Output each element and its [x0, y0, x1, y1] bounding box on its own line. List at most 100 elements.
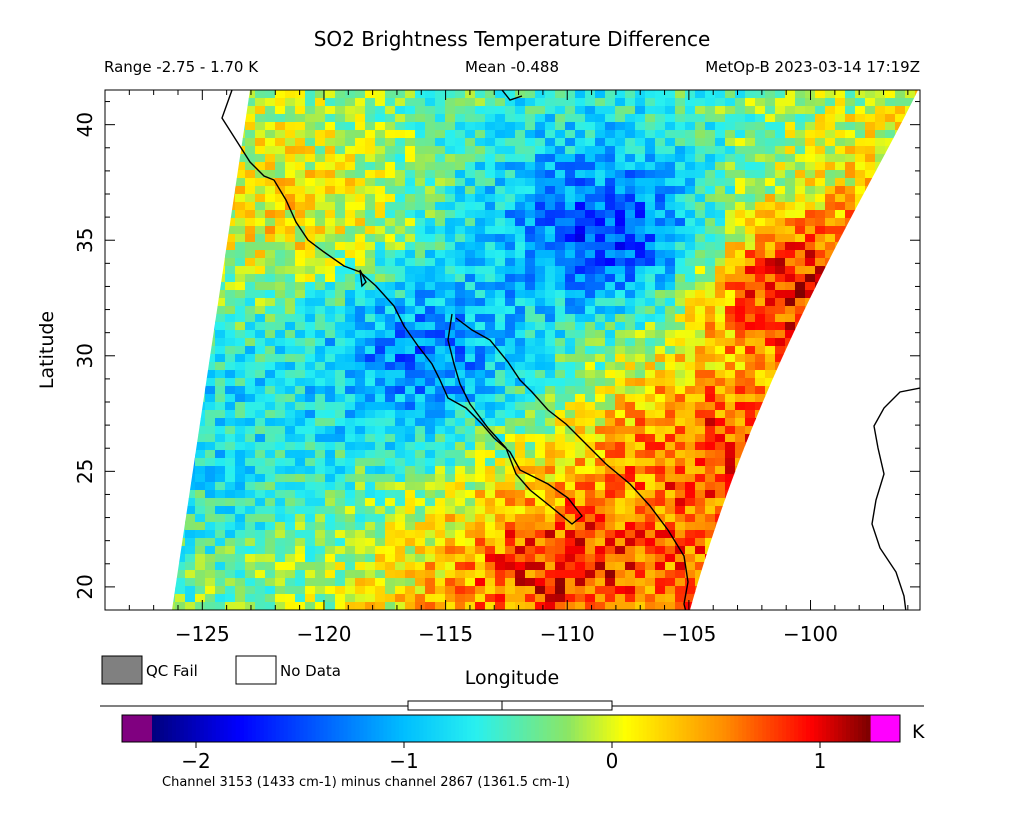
heat-cell — [505, 130, 516, 139]
heat-cell — [515, 330, 526, 339]
heat-cell — [325, 362, 336, 371]
heat-cell — [755, 98, 766, 107]
heat-cell — [585, 146, 596, 155]
heat-cell — [235, 274, 246, 283]
heat-cell — [395, 162, 406, 171]
heat-cell — [465, 418, 476, 427]
heat-cell — [495, 154, 506, 163]
heat-cell — [255, 482, 266, 491]
heat-cell — [645, 298, 656, 307]
heat-cell — [555, 226, 566, 235]
heat-cell — [225, 466, 236, 475]
heat-cell — [535, 410, 546, 419]
heat-cell — [275, 418, 286, 427]
heat-cell — [245, 162, 256, 171]
heat-cell — [435, 90, 446, 99]
heat-cell — [405, 242, 416, 251]
heat-cell — [505, 378, 516, 387]
heat-cell — [555, 202, 566, 211]
heat-cell — [635, 162, 646, 171]
heat-cell — [415, 194, 426, 203]
heat-cell — [465, 330, 476, 339]
heat-cell — [335, 146, 346, 155]
heat-cell — [255, 506, 266, 515]
heat-cell — [505, 114, 516, 123]
heat-cell — [545, 562, 556, 571]
heat-cell — [315, 322, 326, 331]
heat-cell — [855, 154, 866, 163]
heat-cell — [595, 258, 606, 267]
heat-cell — [835, 210, 846, 219]
mean-text: Mean -0.488 — [465, 58, 559, 76]
heat-cell — [395, 410, 406, 419]
heat-cell — [555, 242, 566, 251]
heat-cell — [375, 482, 386, 491]
heat-cell — [595, 434, 606, 443]
heat-cell — [505, 402, 516, 411]
heat-cell — [565, 498, 576, 507]
heat-cell — [375, 154, 386, 163]
heat-cell — [365, 330, 376, 339]
heat-cell — [355, 530, 366, 539]
heat-cell — [335, 106, 346, 115]
heat-cell — [335, 562, 346, 571]
heat-cell — [515, 282, 526, 291]
heat-cell — [415, 370, 426, 379]
heat-cell — [435, 514, 446, 523]
heat-cell — [715, 354, 726, 363]
heat-cell — [435, 394, 446, 403]
heat-cell — [705, 314, 716, 323]
heat-cell — [655, 458, 666, 467]
heat-cell — [785, 146, 796, 155]
heat-cell — [465, 178, 476, 187]
heat-cell — [725, 226, 736, 235]
heat-cell — [285, 290, 296, 299]
heat-cell — [815, 234, 826, 243]
heat-cell — [725, 138, 736, 147]
heat-cell — [625, 410, 636, 419]
heat-cell — [445, 370, 456, 379]
heat-cell — [325, 322, 336, 331]
heat-cell — [765, 354, 776, 363]
heat-cell — [775, 330, 786, 339]
heat-cell — [245, 562, 256, 571]
heat-cell — [605, 202, 616, 211]
heat-cell — [645, 330, 656, 339]
heat-cell — [465, 458, 476, 467]
heat-cell — [555, 282, 566, 291]
heat-cell — [585, 570, 596, 579]
heat-cell — [775, 290, 786, 299]
heat-cell — [445, 458, 456, 467]
heat-cell — [365, 314, 376, 323]
heat-cell — [705, 282, 716, 291]
heat-cell — [745, 218, 756, 227]
heat-cell — [315, 522, 326, 531]
heat-cell — [655, 98, 666, 107]
heat-cell — [595, 242, 606, 251]
heat-cell — [495, 522, 506, 531]
heat-cell — [675, 490, 686, 499]
heat-cell — [465, 538, 476, 547]
heat-cell — [635, 194, 646, 203]
heat-cell — [275, 402, 286, 411]
heat-cell — [395, 194, 406, 203]
heat-cell — [725, 306, 736, 315]
heat-cell — [635, 186, 646, 195]
heat-cell — [235, 546, 246, 555]
heat-cell — [505, 178, 516, 187]
heat-cell — [585, 290, 596, 299]
heat-cell — [425, 138, 436, 147]
heat-cell — [805, 202, 816, 211]
heat-cell — [285, 306, 296, 315]
heat-cell — [605, 194, 616, 203]
heat-cell — [525, 258, 536, 267]
heat-cell — [425, 546, 436, 555]
heat-cell — [615, 554, 626, 563]
heat-cell — [635, 482, 646, 491]
heat-cell — [715, 146, 726, 155]
heat-cell — [345, 394, 356, 403]
heat-cell — [315, 370, 326, 379]
heat-cell — [505, 522, 516, 531]
heat-cell — [695, 402, 706, 411]
heat-cell — [365, 258, 376, 267]
